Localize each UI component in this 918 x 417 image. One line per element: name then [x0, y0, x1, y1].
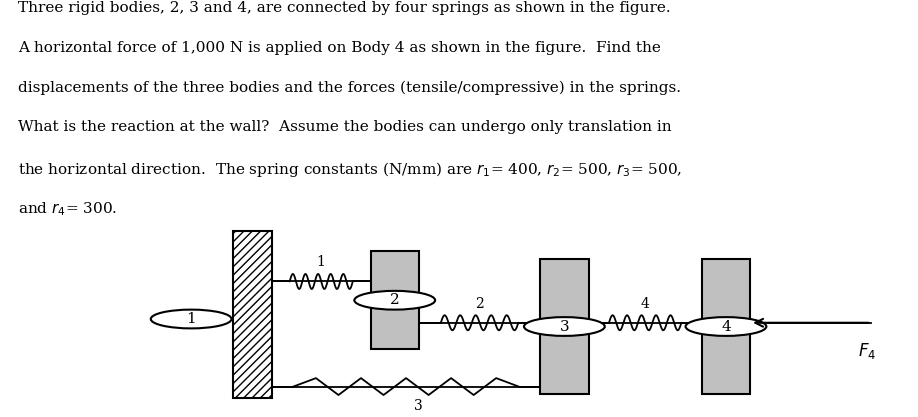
Text: 3: 3 — [414, 399, 422, 413]
Text: 1: 1 — [186, 312, 196, 326]
Text: 1: 1 — [317, 255, 326, 269]
Text: the horizontal direction.  The spring constants (N/mm) are $r_1$= 400, $r_2$= 50: the horizontal direction. The spring con… — [18, 160, 682, 179]
Bar — [371, 251, 419, 349]
Text: displacements of the three bodies and the forces (tensile/compressive) in the sp: displacements of the three bodies and th… — [18, 80, 681, 95]
Bar — [701, 259, 750, 394]
Circle shape — [354, 291, 435, 309]
Circle shape — [524, 317, 605, 336]
Text: Three rigid bodies, 2, 3 and 4, are connected by four springs as shown in the fi: Three rigid bodies, 2, 3 and 4, are conn… — [18, 1, 671, 15]
Text: 4: 4 — [641, 296, 650, 311]
Text: A horizontal force of 1,000 N is applied on Body 4 as shown in the figure.  Find: A horizontal force of 1,000 N is applied… — [18, 41, 661, 55]
Bar — [540, 259, 588, 394]
Text: 4: 4 — [721, 319, 731, 334]
Text: 2: 2 — [476, 296, 484, 311]
Circle shape — [686, 317, 767, 336]
Bar — [233, 231, 272, 398]
Text: 3: 3 — [560, 319, 569, 334]
Text: $F_4$: $F_4$ — [858, 341, 877, 361]
Text: and $r_4$= 300.: and $r_4$= 300. — [18, 200, 118, 218]
Text: What is the reaction at the wall?  Assume the bodies can undergo only translatio: What is the reaction at the wall? Assume… — [18, 121, 672, 134]
Text: 2: 2 — [390, 293, 399, 307]
Circle shape — [151, 309, 231, 329]
